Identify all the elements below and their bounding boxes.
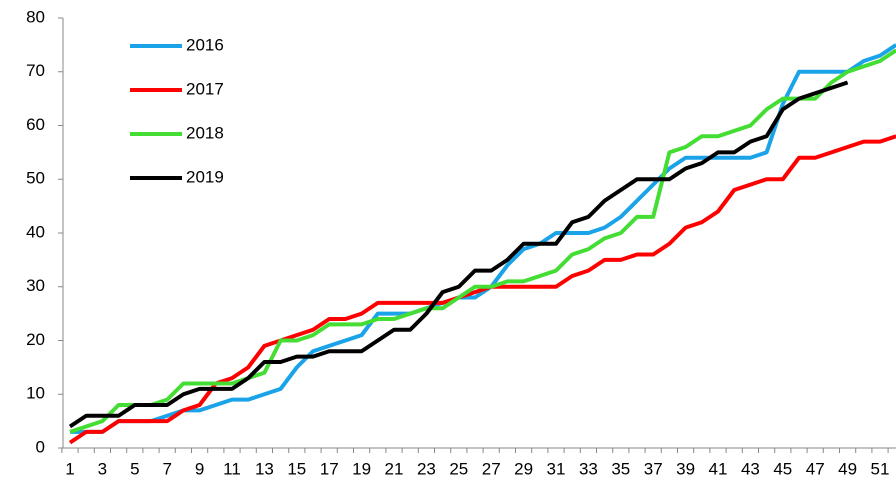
y-tick-label: 70 (26, 61, 45, 80)
y-tick-label: 20 (26, 330, 45, 349)
x-tick-label: 11 (223, 459, 241, 478)
y-tick-label: 80 (26, 7, 45, 26)
x-tick-label: 7 (162, 459, 171, 478)
x-tick-label: 15 (287, 459, 306, 478)
line-series (70, 43, 896, 434)
x-tick-label: 27 (482, 459, 501, 478)
x-tick-label: 3 (98, 459, 107, 478)
x-tick-label: 41 (709, 459, 728, 478)
y-tick-label: 0 (36, 437, 45, 456)
y-tick-label: 50 (26, 169, 45, 188)
y-tick-label: 60 (26, 115, 45, 134)
y-tick-label: 10 (26, 384, 45, 403)
x-tick-label: 13 (255, 459, 274, 478)
x-tick-label: 9 (195, 459, 204, 478)
x-tick-label: 5 (130, 459, 139, 478)
x-tick-label: 1 (65, 459, 74, 478)
y-tick-label: 30 (26, 276, 45, 295)
x-tick-label: 33 (579, 459, 598, 478)
legend-label: 2016 (186, 35, 224, 54)
x-tick-label: 19 (352, 459, 371, 478)
x-tick-label: 25 (449, 459, 468, 478)
line-series (68, 134, 896, 445)
x-tick-label: 29 (514, 459, 533, 478)
legend-label: 2018 (186, 123, 224, 142)
x-tick-label: 43 (741, 459, 760, 478)
y-tick-label: 40 (26, 222, 45, 241)
x-tick-label: 37 (644, 459, 663, 478)
line-series (69, 48, 896, 434)
x-tick-label: 17 (320, 459, 339, 478)
x-tick-label: 49 (838, 459, 857, 478)
x-tick-label: 47 (806, 459, 825, 478)
x-tick-label: 39 (676, 459, 695, 478)
x-tick-label: 51 (871, 459, 890, 478)
x-tick-label: 35 (611, 459, 630, 478)
x-tick-label: 31 (547, 459, 566, 478)
x-tick-label: 21 (385, 459, 404, 478)
legend-label: 2019 (186, 167, 224, 186)
x-tick-label: 23 (417, 459, 436, 478)
line-series (68, 80, 849, 429)
x-tick-label: 45 (773, 459, 792, 478)
legend-label: 2017 (186, 79, 224, 98)
